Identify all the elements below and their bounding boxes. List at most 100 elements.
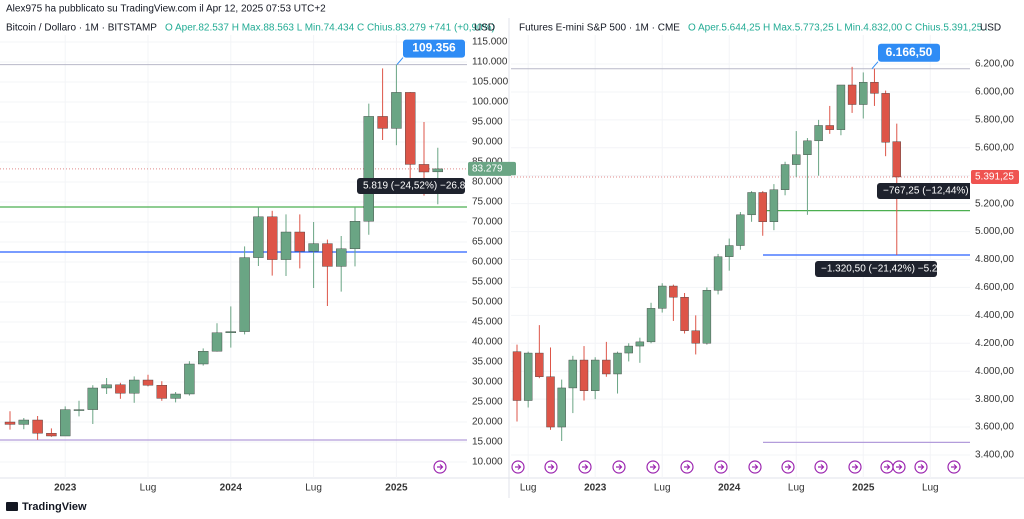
- candle-body: [646, 308, 656, 343]
- y-tick-label: 75.000: [472, 197, 503, 208]
- y-tick-label: 65.000: [472, 237, 503, 248]
- callout-stem: [871, 61, 879, 70]
- candle-body: [590, 359, 600, 391]
- measure-box: [357, 178, 465, 194]
- event-icon-glyph: [582, 464, 589, 470]
- candle-body: [432, 168, 443, 173]
- candle-body: [308, 243, 319, 252]
- x-tick-label: Lug: [654, 483, 671, 494]
- candle-body: [725, 245, 734, 257]
- x-tick-label: Lug: [922, 483, 939, 494]
- candle-body: [294, 231, 305, 252]
- event-icon-glyph: [852, 464, 859, 470]
- event-icon-glyph: [884, 464, 891, 470]
- callout-stem: [396, 57, 404, 65]
- candle-body: [792, 154, 801, 165]
- price-callout-label: 109.356: [412, 41, 456, 55]
- measure-label: 5.819 (−24,52%) −26.8: [363, 181, 466, 192]
- candle-body: [624, 345, 633, 354]
- candle-body: [847, 84, 857, 105]
- candle-body: [859, 81, 868, 105]
- candle-body: [211, 332, 223, 352]
- charts: Bitcoin / Dollaro · 1M · BITSTAMP O Aper.…: [0, 23, 1019, 494]
- event-icon-glyph: [951, 464, 958, 470]
- candle-body: [418, 164, 430, 173]
- axis-unit: USD: [474, 23, 495, 34]
- y-tick-label: 100.000: [472, 97, 509, 108]
- candle-body: [115, 384, 126, 394]
- chart: Futures E-mini S&P 500 · 1M · CME O Aper.…: [511, 23, 1019, 494]
- candle-body: [512, 351, 522, 401]
- plot: 5.819 (−24,52%) −26.8: [0, 64, 467, 441]
- y-tick-label: 4.600,00: [975, 282, 1014, 293]
- candle-body: [579, 359, 589, 391]
- x-tick-label: 2025: [852, 483, 875, 494]
- price-tag: [971, 169, 1019, 184]
- candle-body: [680, 296, 689, 331]
- candle-body: [702, 290, 712, 344]
- x-tick-label: 2024: [718, 483, 741, 494]
- y-tick-label: 4.800,00: [975, 254, 1014, 265]
- event-icon-glyph: [896, 464, 903, 470]
- price-tag: [468, 161, 516, 176]
- candle-body: [239, 257, 250, 332]
- y-tick-label: 4.200,00: [975, 338, 1014, 349]
- candle-body: [156, 385, 168, 399]
- candle-body: [142, 379, 154, 386]
- candle-body: [557, 387, 566, 428]
- candle-body: [267, 216, 278, 260]
- y-tick-label: 30.000: [472, 377, 503, 388]
- price-callout: [403, 39, 465, 58]
- candle-body: [32, 419, 43, 434]
- ohlc-readout: O Aper.82.537 H Max.88.563 L Min.74.434 …: [165, 23, 495, 34]
- y-tick-label: 115.000: [472, 37, 508, 48]
- candle-body: [197, 351, 209, 365]
- y-tick-label: 105.000: [472, 77, 509, 88]
- y-tick-label: 15.000: [472, 437, 503, 448]
- tv-logo: [6, 502, 18, 511]
- candle-body: [377, 116, 388, 129]
- y-tick-label: 3.400,00: [975, 450, 1014, 461]
- candle-body: [4, 421, 16, 425]
- y-tick-label: 6.200,00: [975, 59, 1014, 70]
- price-tag-label: 83.279: [472, 164, 503, 175]
- event-icon-glyph: [785, 464, 792, 470]
- event-icon-glyph: [684, 464, 691, 470]
- y-tick-label: 45.000: [472, 317, 503, 328]
- candle-body: [535, 352, 544, 377]
- event-icon-glyph: [818, 464, 825, 470]
- y-tick-label: 95.000: [472, 117, 503, 128]
- candle-body: [101, 384, 112, 389]
- chart-title: Bitcoin / Dollaro · 1M · BITSTAMP: [6, 23, 157, 34]
- candle-body: [747, 192, 756, 216]
- measure-box: [877, 183, 970, 199]
- candle-body: [253, 216, 264, 258]
- candle-body: [881, 93, 890, 143]
- candle-body: [128, 379, 140, 394]
- candle-body: [635, 341, 645, 347]
- candle-body: [736, 214, 745, 246]
- x-tick-label: Lug: [788, 483, 805, 494]
- candle-body: [363, 116, 374, 222]
- event-icon-glyph: [548, 464, 555, 470]
- candle-body: [658, 285, 667, 309]
- event-icon-glyph: [650, 464, 657, 470]
- x-tick-label: 2023: [54, 483, 77, 494]
- y-tick-label: 4.000,00: [975, 366, 1014, 377]
- footer: TradingView: [22, 501, 87, 513]
- y-tick-label: 20.000: [472, 417, 503, 428]
- y-tick-label: 25.000: [472, 397, 503, 408]
- y-tick-label: 50.000: [472, 297, 503, 308]
- event-icon-glyph: [718, 464, 725, 470]
- measure-box: [815, 261, 937, 277]
- candle-body: [780, 164, 790, 190]
- candle-body: [825, 125, 834, 130]
- candle-body: [280, 231, 292, 260]
- y-tick-label: 90.000: [472, 137, 503, 148]
- x-tick-label: Lug: [520, 483, 537, 494]
- y-tick-label: 5.600,00: [975, 142, 1014, 153]
- chart-title: Futures E-mini S&P 500 · 1M · CME: [519, 23, 680, 34]
- y-tick-label: 10.000: [472, 457, 503, 468]
- y-tick-label: 5.200,00: [975, 198, 1014, 209]
